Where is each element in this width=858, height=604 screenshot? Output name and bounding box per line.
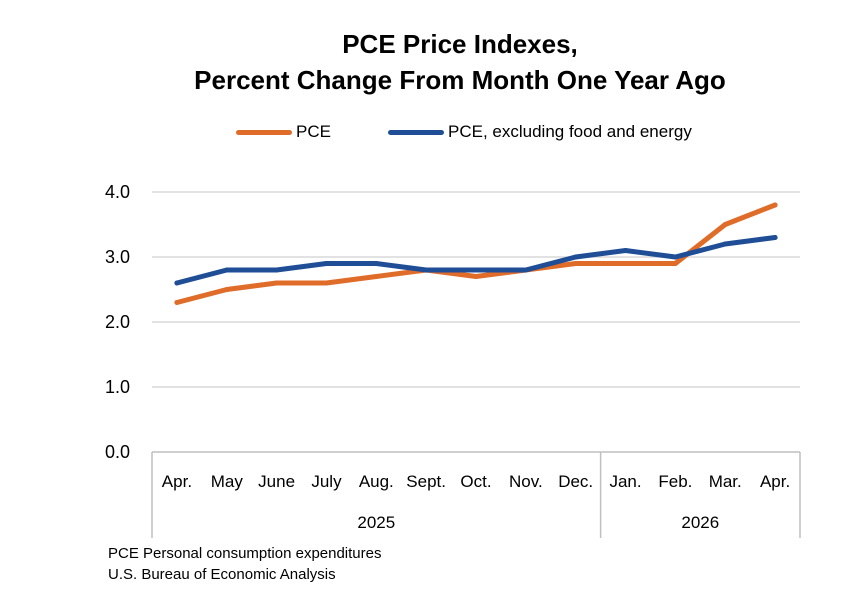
series-1-point	[274, 267, 280, 273]
series-1-point	[573, 254, 579, 260]
chart-title-line-1: PCE Price Indexes,	[342, 29, 578, 59]
footer-source: U.S. Bureau of Economic Analysis	[108, 566, 336, 583]
x-tick-label: Nov.	[509, 472, 543, 491]
y-tick-label: 4.0	[105, 182, 130, 202]
x-group-label: 2026	[681, 513, 719, 532]
series-0-point	[274, 280, 280, 286]
series-0-point	[224, 287, 230, 292]
footer-note: PCE Personal consumption expenditures	[108, 545, 382, 562]
x-tick-label: Oct.	[460, 472, 491, 491]
series-1-point	[473, 267, 479, 273]
chart-title-line-2: Percent Change From Month One Year Ago	[194, 65, 726, 95]
series-1-point	[672, 254, 678, 260]
series-0-point	[473, 274, 479, 279]
chart-title: PCE Price Indexes, Percent Change From M…	[0, 26, 858, 98]
y-tick-label: 3.0	[105, 247, 130, 267]
series-1-point	[323, 261, 329, 266]
series-1-point	[623, 248, 629, 253]
x-tick-label: Jan.	[609, 472, 641, 491]
x-tick-label: Aug.	[359, 472, 394, 491]
chart-footer: PCE Personal consumption expenditures U.…	[108, 543, 382, 585]
x-tick-label: May	[211, 472, 244, 491]
legend-swatch-core-pce	[388, 129, 444, 135]
series-0-point	[373, 274, 379, 279]
legend-label-pce: PCE	[296, 122, 331, 141]
series-1-point	[373, 261, 379, 266]
y-tick-label: 0.0	[105, 442, 130, 462]
series-1-point	[722, 241, 728, 247]
series-0-point	[772, 202, 778, 208]
legend-item-pce: PCE	[236, 122, 331, 142]
chart-legend: PCE PCE, excluding food and energy	[0, 122, 858, 148]
x-tick-label: Apr.	[162, 472, 192, 491]
legend-item-core-pce: PCE, excluding food and energy	[388, 122, 692, 142]
x-tick-label: Dec.	[558, 472, 593, 491]
x-tick-label: June	[258, 472, 295, 491]
series-1-point	[523, 267, 529, 273]
series-1-point	[423, 267, 429, 273]
series-0-point	[623, 261, 629, 266]
x-tick-label: Sept.	[406, 472, 446, 491]
x-tick-label: July	[311, 472, 342, 491]
x-group-label: 2025	[357, 513, 395, 532]
y-tick-label: 1.0	[105, 377, 130, 397]
series-1-point	[772, 235, 778, 240]
y-tick-label: 2.0	[105, 312, 130, 332]
series-1-point	[224, 267, 230, 273]
legend-swatch-pce	[236, 129, 292, 135]
series-0-point	[174, 300, 180, 305]
x-tick-label: Feb.	[658, 472, 692, 491]
x-tick-label: Mar.	[709, 472, 742, 491]
series-0-point	[573, 261, 579, 266]
series-0-point	[722, 222, 728, 227]
x-tick-label: Apr.	[760, 472, 790, 491]
legend-label-core-pce: PCE, excluding food and energy	[448, 122, 692, 141]
series-0-point	[323, 280, 329, 286]
series-1-point	[174, 280, 180, 286]
series-0-point	[672, 261, 678, 266]
